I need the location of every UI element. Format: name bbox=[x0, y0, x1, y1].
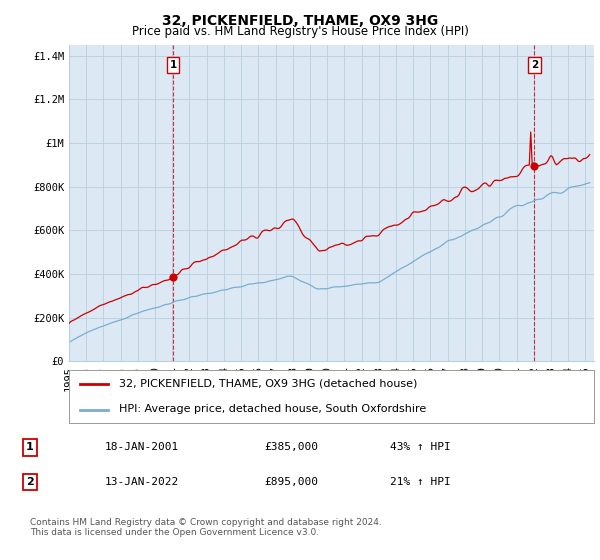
Text: 21% ↑ HPI: 21% ↑ HPI bbox=[390, 477, 451, 487]
Text: HPI: Average price, detached house, South Oxfordshire: HPI: Average price, detached house, Sout… bbox=[119, 404, 426, 414]
Text: 13-JAN-2022: 13-JAN-2022 bbox=[105, 477, 179, 487]
Text: 1: 1 bbox=[170, 60, 177, 70]
Text: 1: 1 bbox=[26, 442, 34, 452]
Text: 2: 2 bbox=[26, 477, 34, 487]
Text: 32, PICKENFIELD, THAME, OX9 3HG: 32, PICKENFIELD, THAME, OX9 3HG bbox=[162, 14, 438, 28]
Text: 2: 2 bbox=[531, 60, 538, 70]
Text: 18-JAN-2001: 18-JAN-2001 bbox=[105, 442, 179, 452]
Text: 43% ↑ HPI: 43% ↑ HPI bbox=[390, 442, 451, 452]
Point bbox=[169, 273, 178, 282]
Text: £895,000: £895,000 bbox=[264, 477, 318, 487]
Point bbox=[530, 161, 539, 170]
Text: Price paid vs. HM Land Registry's House Price Index (HPI): Price paid vs. HM Land Registry's House … bbox=[131, 25, 469, 38]
Text: Contains HM Land Registry data © Crown copyright and database right 2024.
This d: Contains HM Land Registry data © Crown c… bbox=[30, 518, 382, 538]
Text: £385,000: £385,000 bbox=[264, 442, 318, 452]
Text: 32, PICKENFIELD, THAME, OX9 3HG (detached house): 32, PICKENFIELD, THAME, OX9 3HG (detache… bbox=[119, 379, 417, 389]
